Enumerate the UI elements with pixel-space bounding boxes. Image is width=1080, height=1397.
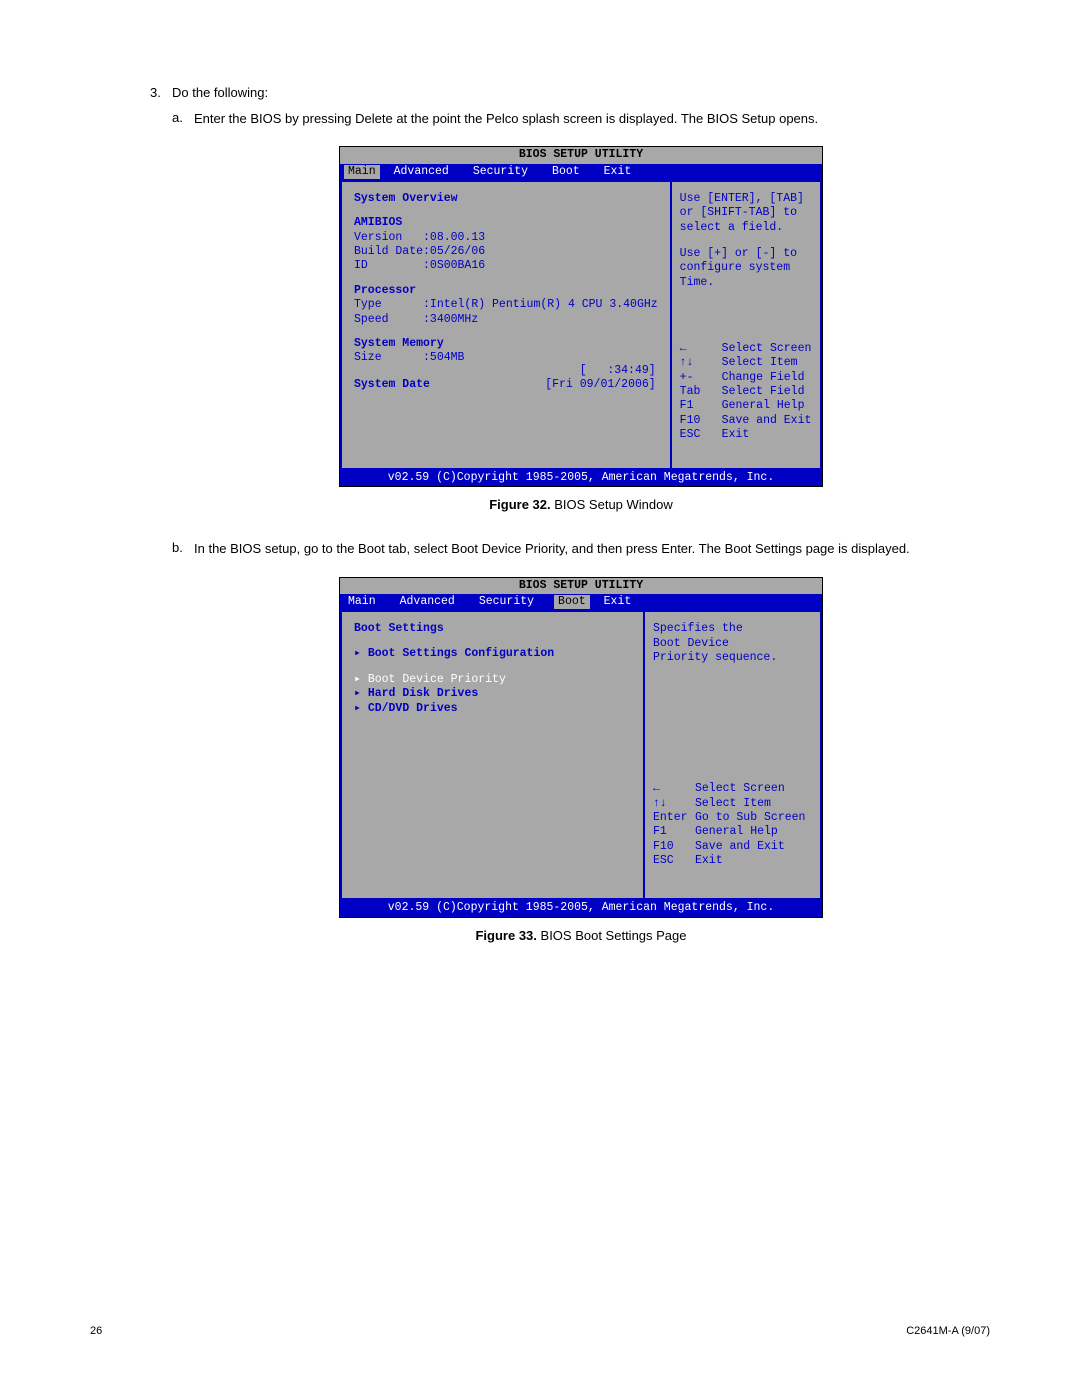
substep-text: In the BIOS setup, go to the Boot tab, s… <box>194 540 982 558</box>
figure-caption-33: Figure 33. BIOS Boot Settings Page <box>172 928 990 943</box>
page-content: 3.Do the following: a.Enter the BIOS by … <box>0 0 1080 943</box>
page-footer: 26 C2641M-A (9/07) <box>90 1325 990 1337</box>
help-line: configure system Time. <box>680 261 812 290</box>
nav-hint: F10Save and Exit <box>653 840 812 854</box>
processor-heading: Processor <box>354 284 658 298</box>
figure-caption-32: Figure 32. BIOS Setup Window <box>172 497 990 512</box>
processor-speed-row: Speed :3400MHz <box>354 313 658 327</box>
tab-security[interactable]: Security <box>479 595 544 609</box>
type-value: Intel(R) Pentium(R) 4 CPU 3.40GHz <box>430 298 658 311</box>
step-list: 3.Do the following: a.Enter the BIOS by … <box>150 85 990 943</box>
boot-menu-cddvd[interactable]: CD/DVD Drives <box>354 702 631 716</box>
bios-tabs: Main Advanced Security Boot Exit <box>340 164 822 180</box>
system-date-row: System Date [Fri 09/01/2006] <box>354 378 656 392</box>
nav-hints: ←Select Screen ↑↓Select Item EnterGo to … <box>653 782 812 868</box>
figure-label: Figure 32. <box>489 497 550 512</box>
boot-menu-priority-selected[interactable]: Boot Device Priority <box>354 673 631 687</box>
figure-text: BIOS Boot Settings Page <box>537 928 687 943</box>
id-value: 0S00BA16 <box>430 259 485 272</box>
bios-version-row: Version :08.00.13 <box>354 231 658 245</box>
nav-hint: +-Change Field <box>680 371 812 385</box>
bios-window-main: BIOS SETUP UTILITY Main Advanced Securit… <box>339 146 823 487</box>
tab-security[interactable]: Security <box>473 165 538 179</box>
nav-hint: ←Select Screen <box>680 342 812 356</box>
substep-text: Enter the BIOS by pressing Delete at the… <box>194 110 982 128</box>
boot-menu-hdd[interactable]: Hard Disk Drives <box>354 687 631 701</box>
figure-text: BIOS Setup Window <box>551 497 673 512</box>
bios-footer: v02.59 (C)Copyright 1985-2005, American … <box>340 470 822 486</box>
bios-body: System Overview AMIBIOS Version :08.00.1… <box>340 180 822 470</box>
help-line: Priority sequence. <box>653 651 812 665</box>
speed-label: Speed : <box>354 313 430 326</box>
tab-exit[interactable]: Exit <box>604 165 642 179</box>
step-number: 3. <box>150 85 172 100</box>
substep-a: a.Enter the BIOS by pressing Delete at t… <box>172 110 990 512</box>
size-label: Size : <box>354 351 430 364</box>
size-value: 504MB <box>430 351 465 364</box>
version-value: 08.00.13 <box>430 231 485 244</box>
bios-footer: v02.59 (C)Copyright 1985-2005, American … <box>340 900 822 916</box>
type-label: Type : <box>354 298 430 311</box>
nav-hints: ←Select Screen ↑↓Select Item +-Change Fi… <box>680 342 812 443</box>
substep-letter: b. <box>172 540 194 555</box>
speed-value: 3400MHz <box>430 313 478 326</box>
system-date-label: System Date <box>354 378 430 392</box>
system-overview-heading: System Overview <box>354 192 658 206</box>
nav-hint: ESCExit <box>653 854 812 868</box>
nav-hint: TabSelect Field <box>680 385 812 399</box>
id-label: ID : <box>354 259 430 272</box>
nav-hint: ↑↓Select Item <box>653 797 812 811</box>
system-time[interactable]: [ :34:49] <box>580 364 656 378</box>
processor-type-row: Type :Intel(R) Pentium(R) 4 CPU 3.40GHz <box>354 298 658 312</box>
bios-title: BIOS SETUP UTILITY <box>340 147 822 163</box>
system-date-value[interactable]: [Fri 09/01/2006] <box>545 378 655 392</box>
step-text: Do the following: <box>172 85 268 100</box>
help-line: select a field. <box>680 221 812 235</box>
substep-list: a.Enter the BIOS by pressing Delete at t… <box>172 110 990 943</box>
boot-menu-config[interactable]: Boot Settings Configuration <box>354 647 631 661</box>
memory-heading: System Memory <box>354 337 658 351</box>
page-number: 26 <box>90 1325 102 1337</box>
build-label: Build Date: <box>354 245 430 258</box>
bios-window-boot: BIOS SETUP UTILITY Main Advanced Securit… <box>339 577 823 918</box>
nav-hint: F1General Help <box>680 399 812 413</box>
nav-hint: F10Save and Exit <box>680 414 812 428</box>
step-item: 3.Do the following: a.Enter the BIOS by … <box>150 85 990 943</box>
nav-hint: ↑↓Select Item <box>680 356 812 370</box>
bios-build-row: Build Date:05/26/06 <box>354 245 658 259</box>
substep-b: b.In the BIOS setup, go to the Boot tab,… <box>172 540 990 942</box>
amibios-heading: AMIBIOS <box>354 216 658 230</box>
help-line: or [SHIFT-TAB] to <box>680 206 812 220</box>
substep-letter: a. <box>172 110 194 125</box>
bios-title: BIOS SETUP UTILITY <box>340 578 822 594</box>
document-id: C2641M-A (9/07) <box>906 1325 990 1337</box>
nav-hint: EnterGo to Sub Screen <box>653 811 812 825</box>
tab-advanced[interactable]: Advanced <box>400 595 465 609</box>
figure-label: Figure 33. <box>475 928 536 943</box>
help-line: Specifies the <box>653 622 812 636</box>
nav-hint: ESCExit <box>680 428 812 442</box>
build-value: 05/26/06 <box>430 245 485 258</box>
help-line: Boot Device <box>653 637 812 651</box>
bios-body: Boot Settings Boot Settings Configuratio… <box>340 610 822 900</box>
bios-id-row: ID :0S00BA16 <box>354 259 658 273</box>
bios-help-panel: Specifies the Boot Device Priority seque… <box>645 612 820 898</box>
bios-help-panel: Use [ENTER], [TAB] or [SHIFT-TAB] to sel… <box>672 182 820 468</box>
help-line: Use [+] or [-] to <box>680 247 812 261</box>
bios-main-panel: System Overview AMIBIOS Version :08.00.1… <box>342 182 672 468</box>
tab-boot[interactable]: Boot <box>552 165 590 179</box>
tab-boot[interactable]: Boot <box>554 595 590 609</box>
tab-main[interactable]: Main <box>348 595 386 609</box>
tab-advanced[interactable]: Advanced <box>394 165 459 179</box>
bios-tabs: Main Advanced Security Boot Exit <box>340 594 822 610</box>
boot-settings-heading: Boot Settings <box>354 622 631 636</box>
tab-exit[interactable]: Exit <box>604 595 642 609</box>
version-label: Version : <box>354 231 430 244</box>
nav-hint: ←Select Screen <box>653 782 812 796</box>
help-line: Use [ENTER], [TAB] <box>680 192 812 206</box>
tab-main[interactable]: Main <box>344 165 380 179</box>
bios-boot-panel: Boot Settings Boot Settings Configuratio… <box>342 612 645 898</box>
nav-hint: F1General Help <box>653 825 812 839</box>
